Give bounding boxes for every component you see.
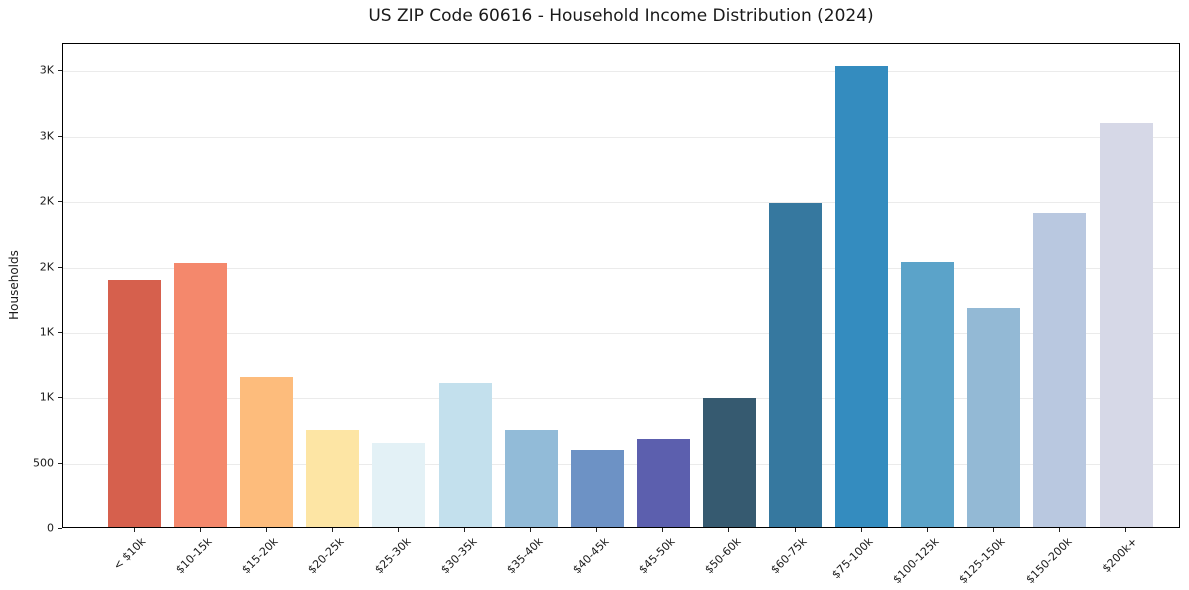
gridline	[63, 267, 1179, 269]
x-tick-mark	[464, 528, 465, 532]
y-tick-label: 1K	[39, 390, 54, 404]
y-tick-mark	[58, 462, 62, 464]
x-tick-mark	[397, 528, 399, 532]
x-tick-mark	[596, 528, 598, 532]
bar	[1099, 123, 1153, 527]
x-tick-label: $60-75k	[768, 535, 810, 577]
y-tick-label: 1K	[39, 325, 54, 339]
x-tick-mark	[728, 528, 730, 532]
x-tick-label: $125-150k	[956, 535, 1009, 587]
chart-title: US ZIP Code 60616 - Household Income Dis…	[368, 6, 874, 26]
x-tick-label: $40-45k	[570, 535, 612, 577]
gridline	[63, 71, 1179, 73]
bar	[438, 383, 492, 527]
x-tick-mark	[992, 528, 994, 532]
x-tick-mark	[331, 528, 333, 532]
x-tick-label: < $10k	[111, 535, 149, 573]
x-tick-label: $45-50k	[636, 535, 678, 577]
y-tick-mark	[58, 528, 62, 529]
y-tick-label: 500	[33, 456, 54, 470]
gridline	[63, 332, 1179, 334]
bar	[702, 397, 756, 527]
gridline	[63, 136, 1179, 138]
y-tick-mark	[58, 397, 62, 399]
x-tick-label: $20-25k	[305, 535, 348, 577]
y-tick-label: 0	[47, 521, 54, 535]
x-tick-mark	[530, 528, 532, 532]
y-tick-mark	[58, 135, 62, 137]
bar	[372, 443, 426, 527]
x-tick-mark	[265, 528, 267, 532]
x-tick-mark	[794, 528, 796, 532]
x-tick-label: $75-100k	[829, 535, 876, 582]
y-tick-label: 2K	[39, 260, 54, 274]
bar	[835, 65, 889, 527]
x-tick-mark	[860, 528, 862, 532]
bar	[1033, 212, 1087, 527]
x-tick-label: $100-125k	[890, 535, 942, 587]
x-tick-mark	[199, 528, 201, 532]
bar	[240, 376, 294, 527]
y-tick-mark	[58, 201, 62, 203]
gridline	[63, 398, 1179, 400]
x-tick-mark	[133, 528, 135, 532]
x-tick-mark	[1125, 528, 1126, 532]
x-tick-label: $35-40k	[504, 535, 546, 577]
bar	[967, 308, 1021, 527]
x-tick-label: $200k+	[1100, 535, 1141, 576]
x-tick-label: $25-30k	[371, 535, 414, 577]
plot-area	[62, 43, 1180, 528]
y-tick-label: 2K	[39, 194, 54, 208]
x-tick-label: $10-15k	[173, 535, 215, 577]
gridline	[63, 202, 1179, 204]
y-tick-mark	[58, 331, 62, 333]
bar	[570, 449, 624, 527]
x-tick-label: $150-200k	[1022, 535, 1075, 587]
x-tick-label: $30-35k	[437, 535, 480, 577]
x-tick-label: $15-20k	[239, 535, 281, 577]
x-tick-mark	[926, 528, 928, 532]
x-tick-mark	[662, 528, 664, 532]
bar	[306, 430, 360, 527]
y-tick-label: 3K	[39, 129, 54, 143]
bar	[504, 429, 558, 527]
y-tick-label: 3K	[39, 63, 54, 77]
y-tick-mark	[58, 266, 62, 268]
bar	[174, 262, 228, 527]
bar	[108, 279, 161, 527]
x-tick-label: $50-60k	[702, 535, 744, 577]
y-tick-mark	[58, 70, 62, 72]
bar	[901, 262, 955, 527]
bar	[636, 439, 690, 527]
x-tick-mark	[1058, 528, 1060, 532]
bar	[769, 202, 822, 527]
